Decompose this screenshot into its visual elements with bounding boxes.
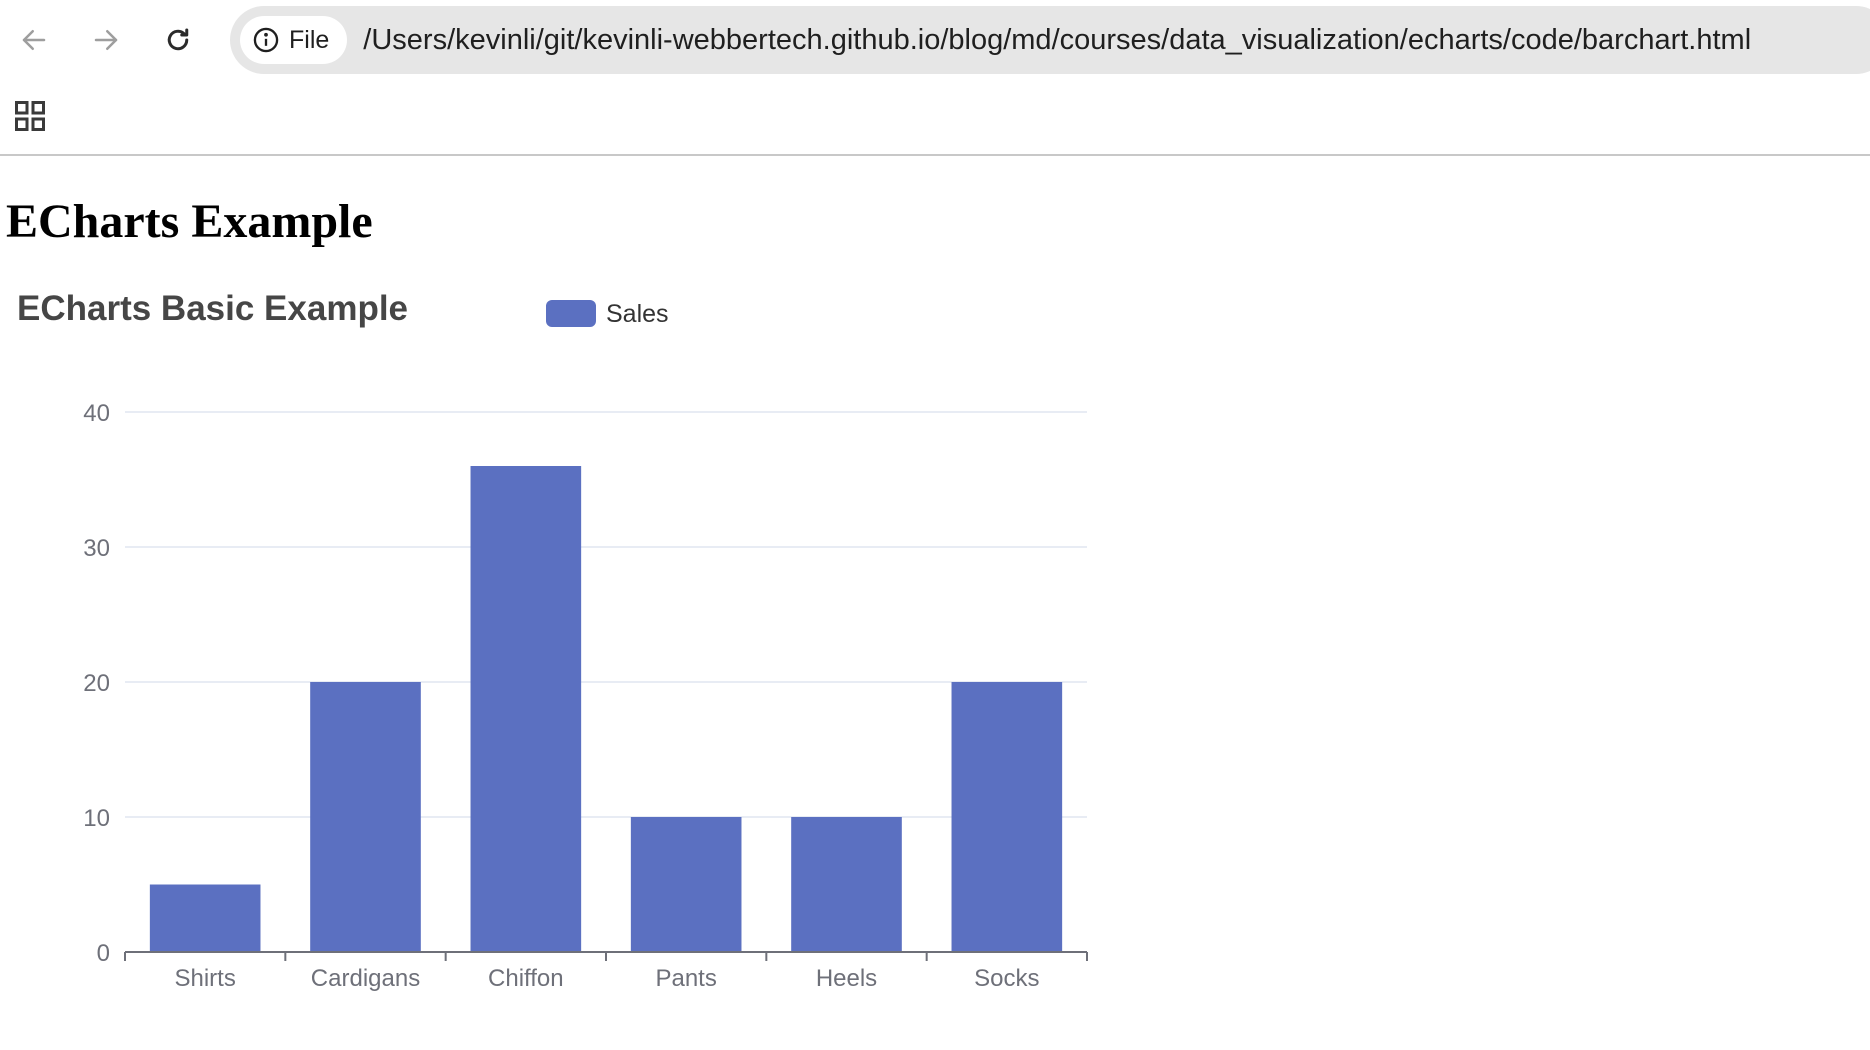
y-tick-label: 30	[83, 535, 110, 562]
arrow-left-icon	[22, 30, 46, 50]
file-chip-label: File	[289, 25, 330, 54]
bar-shirts[interactable]	[149, 884, 261, 953]
x-tick-label: Chiffon	[488, 965, 564, 992]
arrow-right-icon	[94, 30, 118, 50]
bar-heels[interactable]	[791, 817, 902, 952]
bars	[149, 466, 1063, 953]
site-info-chip[interactable]: File	[240, 16, 348, 64]
bar-chart: ECharts Basic Example Sales 0 10 20 30 40 Sh…	[17, 289, 1088, 992]
y-tick-label: 10	[83, 805, 110, 832]
bar-socks[interactable]	[951, 682, 1063, 952]
y-axis: 0 10 20 30 40	[83, 400, 110, 967]
chart-title: ECharts Basic Example	[17, 289, 408, 328]
url-text[interactable]: /Users/kevinli/git/kevinli-webbertech.gi…	[363, 23, 1752, 56]
bookmarks-bar	[0, 80, 1870, 156]
address-bar[interactable]: File /Users/kevinli/git/kevinli-webberte…	[230, 6, 1870, 74]
x-tick-label: Pants	[655, 965, 716, 992]
bar-pants[interactable]	[630, 817, 742, 952]
reload-button[interactable]	[154, 16, 202, 64]
x-tick-label: Cardigans	[311, 965, 420, 992]
chart-container: ECharts Basic Example Sales 0 10 20 30 40 Sh…	[0, 274, 1120, 1044]
legend-label[interactable]: Sales	[606, 300, 669, 328]
forward-button[interactable]	[82, 16, 130, 64]
y-tick-label: 0	[97, 940, 110, 967]
x-tick-label: Socks	[974, 965, 1039, 992]
page-title: ECharts Example	[6, 195, 373, 248]
bar-cardigans[interactable]	[310, 682, 421, 952]
x-tick-label: Shirts	[174, 965, 235, 992]
grid-lines	[125, 411, 1087, 818]
legend-swatch[interactable]	[546, 300, 596, 327]
back-button[interactable]	[10, 16, 58, 64]
x-tick-label: Heels	[816, 965, 877, 992]
reload-icon	[167, 28, 189, 51]
y-tick-label: 20	[83, 670, 110, 697]
page-content: ECharts Example ECharts Basic Example Sa…	[0, 156, 1870, 1050]
legend[interactable]: Sales	[546, 300, 669, 328]
browser-toolbar: File /Users/kevinli/git/kevinli-webberte…	[0, 0, 1870, 80]
y-tick-label: 40	[83, 400, 110, 427]
apps-grid-icon[interactable]	[12, 98, 48, 134]
x-axis: Shirts Cardigans Chiffon Pants Heels Socks	[124, 951, 1088, 992]
bar-chiffon[interactable]	[470, 466, 582, 952]
info-icon	[253, 27, 279, 53]
